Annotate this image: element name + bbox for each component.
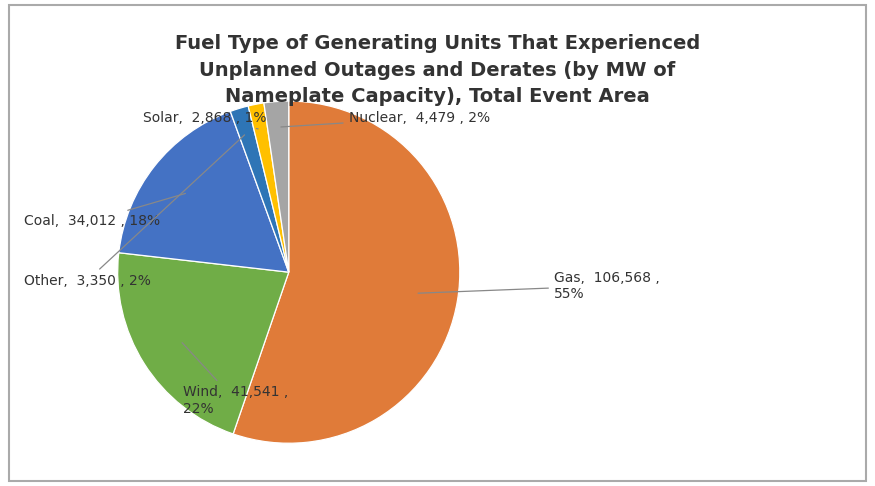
Wedge shape	[230, 106, 289, 272]
Text: Gas,  106,568 ,
55%: Gas, 106,568 , 55%	[418, 271, 660, 301]
Text: Wind,  41,541 ,
22%: Wind, 41,541 , 22%	[182, 343, 288, 416]
Text: Fuel Type of Generating Units That Experienced
Unplanned Outages and Derates (by: Fuel Type of Generating Units That Exper…	[175, 34, 700, 106]
Text: Nuclear,  4,479 , 2%: Nuclear, 4,479 , 2%	[281, 111, 490, 127]
Wedge shape	[248, 103, 289, 272]
Wedge shape	[119, 111, 289, 272]
Wedge shape	[233, 101, 460, 443]
Text: Other,  3,350 , 2%: Other, 3,350 , 2%	[24, 135, 245, 288]
Wedge shape	[117, 253, 289, 434]
Text: Solar,  2,868 , 1%: Solar, 2,868 , 1%	[144, 111, 267, 129]
Text: Coal,  34,012 , 18%: Coal, 34,012 , 18%	[24, 193, 186, 228]
Wedge shape	[264, 101, 289, 272]
